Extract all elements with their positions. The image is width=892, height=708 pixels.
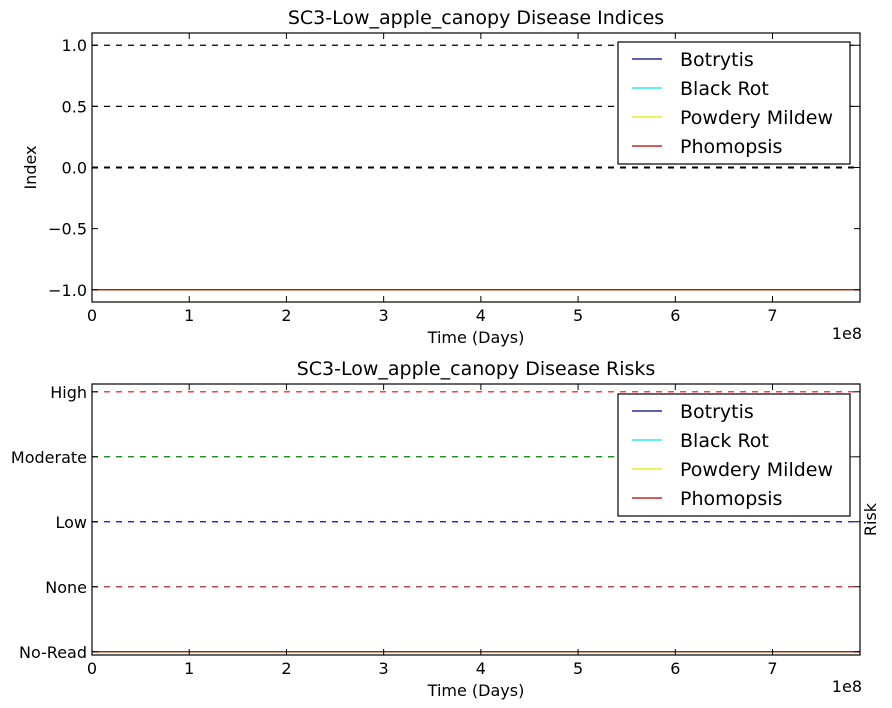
y-tick-label: 0.0 bbox=[62, 159, 87, 178]
y-tick-label: −1.0 bbox=[48, 281, 87, 300]
x-tick-label: 7 bbox=[767, 306, 777, 325]
y-tick-label: 0.5 bbox=[62, 97, 87, 116]
y-tick-label: None bbox=[45, 578, 87, 597]
x-tick-label: 1 bbox=[184, 306, 194, 325]
x-axis-label: Time (Days) bbox=[427, 681, 525, 700]
y-axis-label: Index bbox=[21, 145, 40, 189]
x-tick-label: 6 bbox=[670, 306, 680, 325]
legend-entry: Black Rot bbox=[680, 430, 769, 452]
legend-entry: Botrytis bbox=[680, 49, 754, 71]
y-tick-label: Moderate bbox=[11, 448, 87, 467]
legend-entry: Powdery Mildew bbox=[680, 107, 833, 129]
legend-box bbox=[617, 393, 851, 517]
legend-entry: Botrytis bbox=[680, 401, 754, 423]
legend: Botrytis Black Rot Powdery Mildew Phomopsis bbox=[617, 41, 851, 165]
y-tick-label: Low bbox=[55, 513, 87, 532]
chart-title: SC3-Low_apple_canopy Disease Indices bbox=[288, 7, 664, 29]
y-tick-label: −0.5 bbox=[48, 220, 87, 239]
x-tick-label: 2 bbox=[281, 306, 291, 325]
chart-panel-1: 0 1 2 3 4 5 6 7 −1.0 −0.5 0.0 0.5 1.0 SC3-Low_apple_c… bbox=[21, 7, 862, 347]
x-tick-label: 2 bbox=[281, 659, 291, 678]
y-tick-label: No-Read bbox=[19, 643, 87, 662]
x-offset-label: 1e8 bbox=[832, 324, 862, 343]
legend-entry: Phomopsis bbox=[680, 136, 782, 158]
x-tick-label: 0 bbox=[87, 659, 97, 678]
x-tick-label: 1 bbox=[184, 659, 194, 678]
x-tick-label: 4 bbox=[476, 306, 486, 325]
x-tick-label: 5 bbox=[573, 659, 583, 678]
y-axis-label: Risk bbox=[861, 502, 880, 536]
x-tick-label: 3 bbox=[379, 659, 389, 678]
x-tick-label: 6 bbox=[670, 659, 680, 678]
y-tick-label: 1.0 bbox=[62, 36, 87, 55]
x-tick-label: 5 bbox=[573, 306, 583, 325]
legend-box bbox=[617, 41, 851, 165]
plot-frame bbox=[91, 383, 861, 656]
x-tick-label: 4 bbox=[476, 659, 486, 678]
x-axis-label: Time (Days) bbox=[427, 328, 525, 347]
x-tick-label: 7 bbox=[767, 659, 777, 678]
x-tick-label: 0 bbox=[87, 306, 97, 325]
chart-title: SC3-Low_apple_canopy Disease Risks bbox=[297, 358, 656, 380]
y-tick-label: High bbox=[50, 383, 87, 402]
legend-entry: Phomopsis bbox=[680, 488, 782, 510]
x-offset-label: 1e8 bbox=[832, 677, 862, 696]
legend-entry: Black Rot bbox=[680, 78, 769, 100]
x-tick-label: 3 bbox=[379, 306, 389, 325]
chart-panel-2: 0 1 2 3 4 5 6 7 No-Read None Low Moderate High SC3-Lo… bbox=[11, 358, 880, 700]
legend-entry: Powdery Mildew bbox=[680, 459, 833, 481]
legend: Botrytis Black Rot Powdery Mildew Phomopsis bbox=[617, 393, 851, 517]
